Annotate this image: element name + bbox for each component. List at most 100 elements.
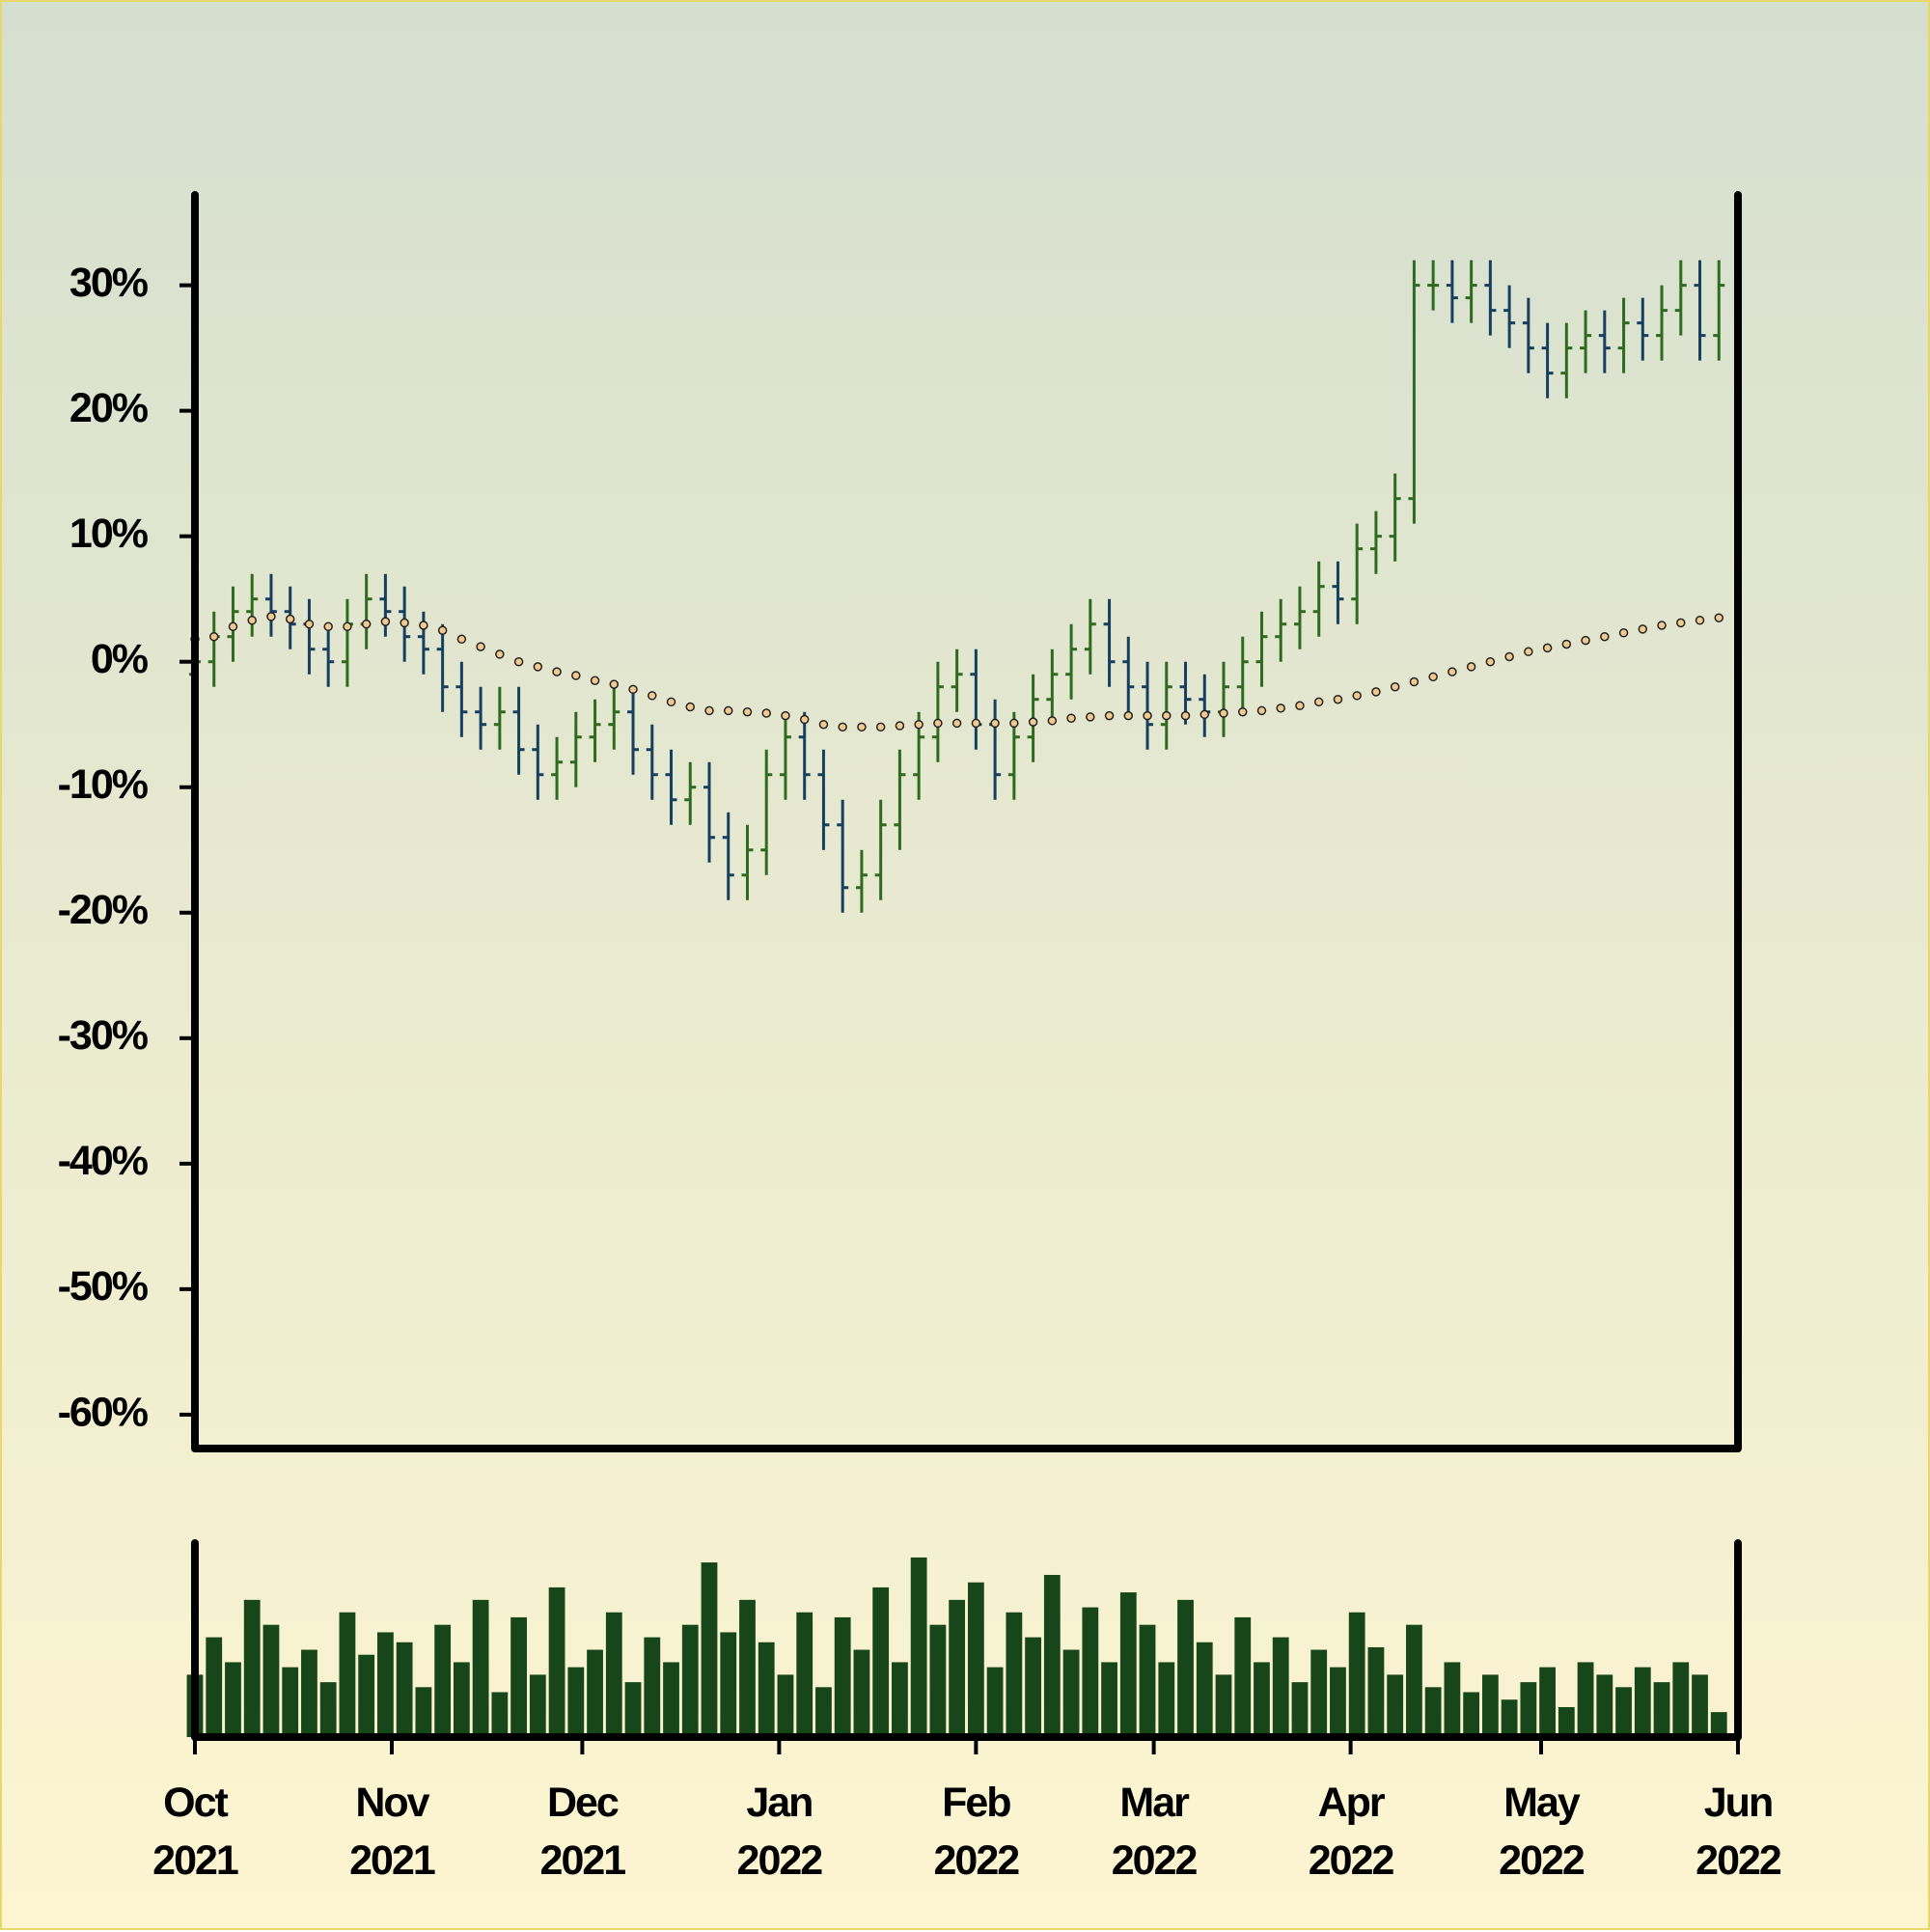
moving-average-dot [495, 649, 505, 659]
moving-average-dot [781, 710, 790, 721]
y-tick-label: 20% [69, 385, 149, 431]
volume-bar [567, 1667, 585, 1737]
moving-average-dot [1428, 672, 1438, 682]
y-tick-label: -50% [58, 1263, 149, 1310]
moving-average-dot [361, 619, 372, 629]
volume-bar [434, 1624, 452, 1737]
moving-average-dot [648, 691, 657, 701]
volume-bar [472, 1599, 489, 1737]
volume-bar [339, 1612, 356, 1737]
volume-bar [529, 1674, 546, 1737]
volume-bar [396, 1642, 413, 1737]
y-tick-label: -40% [58, 1138, 149, 1184]
moving-average-dot [1333, 694, 1343, 704]
volume-bar [1596, 1674, 1613, 1737]
moving-average-dot [1295, 701, 1305, 710]
moving-average-dot [1581, 635, 1590, 646]
moving-average-dot [990, 718, 1000, 729]
moving-average-dot [1371, 687, 1381, 697]
volume-bar [453, 1662, 470, 1737]
volume-bar [1177, 1599, 1194, 1737]
volume-bar [644, 1637, 661, 1737]
volume-bar [967, 1582, 984, 1737]
volume-bar [929, 1624, 947, 1737]
moving-average-dot [742, 706, 753, 717]
x-tick-label: Dec 2021 [539, 1780, 627, 1884]
volume-bar [1501, 1699, 1518, 1737]
volume-bar [206, 1637, 223, 1737]
moving-average-dot [1028, 717, 1038, 727]
volume-bar [1254, 1662, 1270, 1737]
moving-average-dot [323, 621, 333, 632]
x-tick-label: Oct 2021 [152, 1780, 239, 1884]
moving-average-dot [1066, 713, 1076, 723]
x-tick-label: Feb 2022 [933, 1780, 1021, 1884]
volume-bar [358, 1654, 375, 1737]
moving-average-dot [1600, 631, 1610, 642]
moving-average-dot [914, 719, 924, 730]
volume-bar [548, 1587, 565, 1737]
moving-average-dot [1695, 616, 1705, 625]
moving-average-dot [419, 621, 428, 630]
y-tick-label: -20% [58, 887, 149, 933]
moving-average-dot [1219, 708, 1228, 718]
moving-average-dot [1180, 710, 1191, 721]
volume-bar [1196, 1642, 1213, 1737]
x-tick-label: Jan 2022 [736, 1780, 824, 1884]
moving-average-dot [933, 718, 943, 729]
volume-bar [377, 1632, 394, 1737]
moving-average-dot [400, 618, 409, 628]
moving-average-dot [1676, 618, 1686, 628]
volume-bar [1367, 1646, 1385, 1737]
volume-bar [1234, 1616, 1252, 1737]
moving-average-dot [1123, 710, 1134, 721]
volume-bar [1062, 1649, 1080, 1737]
moving-average-dot [266, 612, 276, 621]
volume-bar [1653, 1682, 1670, 1737]
volume-bar [1006, 1612, 1023, 1737]
moving-average-dot [628, 684, 638, 695]
moving-average-dot [1409, 676, 1420, 687]
moving-average-dot [533, 662, 543, 672]
moving-average-dot [1237, 706, 1248, 717]
volume-bar [1710, 1712, 1727, 1737]
x-tick-label: Apr 2022 [1308, 1780, 1395, 1884]
moving-average-dot [571, 671, 581, 680]
y-tick-label: -30% [58, 1012, 149, 1059]
moving-average-dot [723, 705, 733, 716]
moving-average-dot [875, 722, 886, 732]
volume-bar [1577, 1662, 1594, 1737]
moving-average-dot [1485, 656, 1496, 667]
moving-average-dot [552, 667, 562, 676]
volume-bar [720, 1632, 737, 1737]
volume-bar [1481, 1674, 1499, 1737]
moving-average-dot [1256, 705, 1267, 716]
volume-bar [1520, 1682, 1537, 1737]
moving-average-dot [1313, 697, 1324, 707]
volume-bar [624, 1682, 642, 1737]
volume-bar [587, 1649, 603, 1737]
volume-bar [681, 1624, 699, 1737]
moving-average-dot [343, 621, 352, 632]
moving-average-dot [1009, 718, 1019, 729]
moving-average-dot [761, 708, 771, 718]
moving-average-dot [1618, 628, 1629, 638]
moving-average-dot [1561, 639, 1572, 649]
volume-bar [1119, 1592, 1137, 1737]
y-tick-label: -60% [58, 1389, 149, 1435]
moving-average-dot [951, 718, 962, 729]
moving-average-dot [704, 705, 714, 716]
x-tick-label: Nov 2021 [349, 1780, 436, 1884]
moving-average-dot [1162, 710, 1172, 721]
volume-bar [1463, 1692, 1480, 1737]
moving-average-dot [609, 679, 620, 689]
moving-average-dot [1047, 716, 1058, 726]
moving-average-dot [590, 676, 600, 685]
volume-bar [758, 1642, 775, 1737]
price-frame [191, 191, 1742, 1452]
moving-average-dot [1714, 613, 1724, 622]
volume-bar [777, 1674, 794, 1737]
moving-average-dot [1657, 621, 1667, 630]
